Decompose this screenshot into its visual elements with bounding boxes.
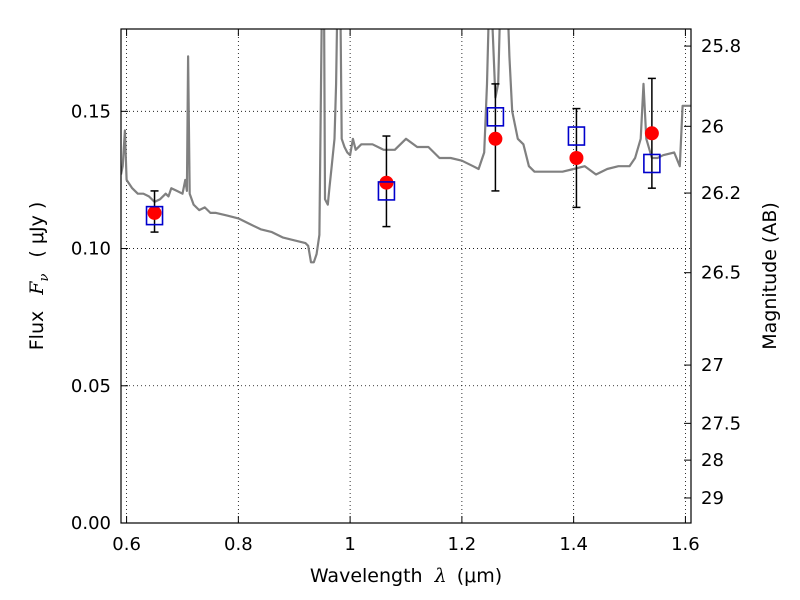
x-tick-label: 1.6 <box>671 534 700 555</box>
y2-axis-title: Magnitude (AB) <box>759 202 781 350</box>
y-tick-label: 0.15 <box>71 101 111 122</box>
x-tick-label: 1 <box>344 534 355 555</box>
y2-tick-label: 28 <box>701 450 724 471</box>
y2-tick-label: 27.5 <box>701 413 741 434</box>
y2-tick-label: 25.8 <box>701 36 741 57</box>
model-square <box>377 181 396 201</box>
plot-background <box>121 29 691 523</box>
observed-point <box>644 126 659 141</box>
plot-frame <box>120 28 692 524</box>
y2-tick-label: 29 <box>701 488 724 509</box>
model-square <box>643 153 661 174</box>
y2-tick-label: 26.2 <box>701 183 741 204</box>
ticks: 0.6 0.8 1 1.2 1.4 1.6 0.00 0.05 0.10 0.15 25.8 26 26… <box>71 29 741 555</box>
x-tick-label: 0.6 <box>112 534 141 555</box>
spectrum-line <box>121 29 691 264</box>
x-axis-title-unit: (μm) <box>457 565 502 587</box>
y-tick-label: 0.05 <box>71 376 111 397</box>
y2-tick-label: 26 <box>701 116 724 137</box>
y-axis-title: Flux Fν ( μJy ) <box>26 202 53 351</box>
observed-point <box>488 131 503 146</box>
data-layer <box>121 29 691 264</box>
x-tick-label: 1.2 <box>448 534 477 555</box>
x-tick-label: 0.8 <box>224 534 253 555</box>
model-square <box>567 126 586 146</box>
x-tick-label: 1.4 <box>559 534 588 555</box>
y2-tick-label: 26.5 <box>701 263 741 284</box>
model-square <box>145 205 164 226</box>
y-axis-title-unit: ( μJy ) <box>26 202 48 258</box>
y-axis-title-text: Flux <box>26 311 48 351</box>
y-tick-label: 0.10 <box>71 239 111 260</box>
observed-point <box>569 150 584 165</box>
model-square <box>486 107 505 127</box>
y-axis-title-subscript: ν <box>37 274 52 282</box>
observed-point <box>147 205 162 220</box>
y-tick-label: 0.00 <box>71 513 111 534</box>
x-axis-title: Wavelength λ (μm) <box>310 565 502 587</box>
grid <box>121 29 691 523</box>
y2-tick-label: 27 <box>701 355 724 376</box>
x-axis-title-text: Wavelength <box>310 565 423 587</box>
y-axis-title-symbol: F <box>26 281 48 296</box>
x-axis-title-symbol: λ <box>434 565 447 587</box>
